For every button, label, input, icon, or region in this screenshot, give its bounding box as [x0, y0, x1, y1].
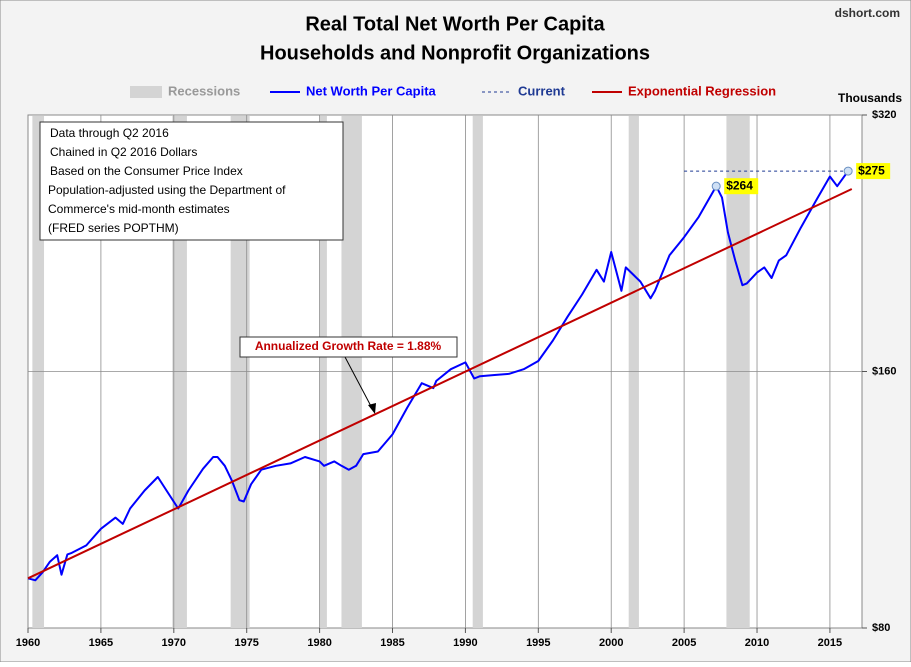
- chart-subtitle: Households and Nonprofit Organizations: [260, 42, 650, 64]
- chart-title: Real Total Net Worth Per Capita: [305, 13, 605, 35]
- y-axis-label: Thousands: [838, 91, 902, 105]
- y-tick-label: $160: [872, 365, 896, 377]
- note-line: Data through Q2 2016: [50, 126, 169, 140]
- x-tick-label: 1965: [89, 637, 113, 649]
- notes-box: [39, 121, 344, 241]
- recession-band: [319, 116, 327, 628]
- arrowhead: [368, 403, 376, 414]
- recession-band: [341, 116, 362, 628]
- x-tick-label: 1970: [162, 637, 186, 649]
- source: dshort.com: [835, 6, 900, 20]
- x-tick-label: 1995: [526, 637, 550, 649]
- x-tick-label: 2015: [818, 637, 842, 649]
- note-line: Population-adjusted using the Department…: [48, 183, 286, 197]
- note-line: Commerce's mid-month estimates: [48, 202, 230, 216]
- arrow: [344, 356, 374, 411]
- legend-label: Recessions: [168, 83, 240, 98]
- x-tick-label: 1975: [234, 637, 258, 649]
- annotation-label: $264: [726, 178, 753, 192]
- x-tick-label: 1960: [16, 637, 40, 649]
- x-tick-label: 2010: [745, 637, 769, 649]
- x-tick-label: 1990: [453, 637, 477, 649]
- x-tick-label: 1980: [307, 637, 331, 649]
- legend-label: Current: [518, 83, 566, 98]
- recession-band: [472, 116, 483, 628]
- recession-band: [726, 116, 750, 628]
- note-line: Based on the Consumer Price Index: [50, 164, 243, 178]
- note-line: Chained in Q2 2016 Dollars: [50, 145, 197, 159]
- legend-label: Exponential Regression: [628, 83, 776, 98]
- y-tick-label: $80: [872, 622, 890, 634]
- growth-box: [239, 336, 458, 358]
- series-line: [27, 188, 853, 580]
- x-tick-label: 2005: [672, 637, 696, 649]
- y-tick-label: $320: [872, 109, 896, 121]
- legend-label: Net Worth Per Capita: [306, 83, 437, 98]
- recession-band: [628, 116, 639, 628]
- annotation-label: $275: [858, 163, 885, 177]
- x-tick-label: 2000: [599, 637, 623, 649]
- annotation-box: [724, 178, 759, 195]
- growth-note: Annualized Growth Rate = 1.88%: [255, 339, 442, 353]
- legend-swatch: [130, 86, 162, 98]
- x-tick-label: 1985: [380, 637, 404, 649]
- annotation-point: [843, 166, 853, 176]
- note-line: (FRED series POPTHM): [48, 221, 179, 235]
- annotation-box: [856, 163, 891, 180]
- annotation-point: [711, 181, 721, 191]
- recession-band: [32, 116, 45, 628]
